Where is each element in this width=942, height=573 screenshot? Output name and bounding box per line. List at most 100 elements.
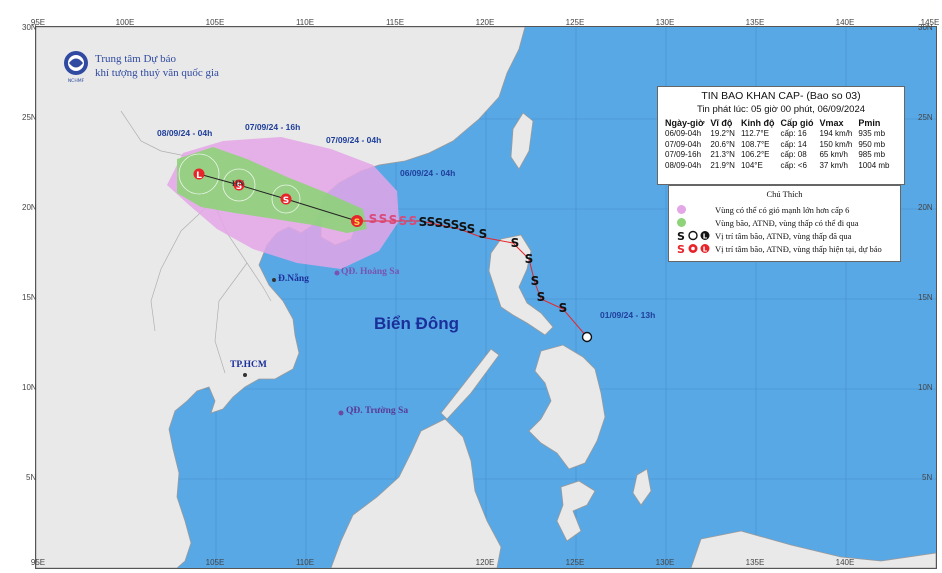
cell: 935 mb bbox=[858, 129, 886, 138]
label-hcm: TP.HCM bbox=[230, 360, 267, 370]
legend-title: Chú Thích bbox=[766, 189, 803, 199]
lon-tick-bottom: 120E bbox=[475, 558, 495, 567]
label-08-09-04h: 08/09/24 - 04h bbox=[157, 128, 213, 138]
forecast-point-0804: L bbox=[193, 168, 205, 181]
current-position-marker: S bbox=[351, 215, 363, 228]
mainland-landmass bbox=[36, 27, 526, 568]
cell: 07/09-04h bbox=[665, 139, 702, 149]
cell: 21.9°N bbox=[710, 160, 735, 170]
sulawesi-island bbox=[556, 480, 596, 542]
truongsa-marker bbox=[338, 410, 344, 416]
danang-marker bbox=[272, 278, 276, 282]
svg-text:S: S bbox=[399, 214, 408, 228]
cell: 65 km/h bbox=[819, 150, 848, 159]
lat-tick: 30N bbox=[22, 23, 37, 32]
agency-line-1: Trung tâm Dự báo bbox=[95, 53, 177, 65]
legend-item-current-forecast: S L Vị trí tâm bão, ATNĐ, vùng thấp hiện… bbox=[675, 242, 882, 255]
hoangsa-marker bbox=[334, 270, 340, 276]
cell: 06/09-04h bbox=[665, 129, 702, 138]
legend-label: Vùng có thể có gió mạnh lớn hơn cấp 6 bbox=[715, 204, 850, 215]
svg-text:S: S bbox=[283, 196, 289, 206]
legend-item-strong-wind: Vùng có thể có gió mạnh lớn hơn cấp 6 bbox=[675, 203, 849, 216]
col-header: Ngày-giờ bbox=[665, 118, 705, 128]
lon-tick-bottom: 95E bbox=[30, 558, 46, 567]
logo-text: NCHMF bbox=[68, 78, 85, 84]
lat-tick-right: 15N bbox=[918, 293, 933, 302]
lat-tick-right: 20N bbox=[918, 203, 933, 212]
label-01-09-13h: 01/09/24 - 13h bbox=[600, 310, 656, 320]
legend-label: Vị trí tâm bão, ATNĐ, vùng thấp đã qua bbox=[715, 230, 852, 241]
cell: 08/09-04h bbox=[665, 160, 702, 170]
lat-tick-right: 30N bbox=[918, 23, 933, 32]
cell: 150 km/h bbox=[819, 139, 853, 149]
lon-tick: 145E bbox=[920, 18, 940, 27]
table-row: 06/09-04h 19.2°N 112.7°E cấp: 16 194 km/… bbox=[662, 129, 893, 140]
info-table: Ngày-giờ Vĩ độ Kinh độ Cấp gió Vmax Pmin… bbox=[662, 118, 893, 171]
lat-tick-right: 5N bbox=[922, 473, 933, 482]
agency-logo: NCHMF bbox=[64, 51, 88, 84]
lon-tick: 100E bbox=[115, 18, 135, 27]
hcm-marker bbox=[243, 373, 247, 377]
forecast-track-line bbox=[198, 173, 358, 222]
table-row: 07/09-16h 21.3°N 106.2°E cấp: 08 65 km/h… bbox=[662, 150, 893, 161]
svg-text:S: S bbox=[409, 214, 418, 228]
lon-tick-bottom: 110E bbox=[295, 558, 315, 567]
legend-box: Chú Thích Vùng có thể có gió mạnh lớn hơ… bbox=[668, 185, 901, 262]
lat-tick: 5N bbox=[26, 473, 37, 482]
cell: cấp: 08 bbox=[780, 150, 807, 159]
svg-text:S: S bbox=[435, 216, 444, 230]
svg-text:S: S bbox=[525, 252, 534, 266]
svg-text:S: S bbox=[427, 215, 436, 229]
forecast-point-0704: S bbox=[280, 193, 292, 206]
cell: cấp: 16 bbox=[780, 129, 807, 138]
lat-tick-right: 25N bbox=[918, 113, 933, 122]
cell: 194 km/h bbox=[819, 129, 853, 138]
lon-tick: 130E bbox=[655, 18, 675, 27]
forecast-point-0716: S bbox=[233, 179, 245, 192]
lon-tick: 135E bbox=[745, 18, 765, 27]
taiwan-island bbox=[510, 112, 534, 170]
svg-text:S: S bbox=[677, 243, 685, 254]
info-table-header: Ngày-giờ Vĩ độ Kinh độ Cấp gió Vmax Pmin bbox=[662, 118, 893, 129]
lon-tick: 125E bbox=[565, 18, 585, 27]
lon-tick-bottom: 125E bbox=[565, 558, 585, 567]
svg-text:L: L bbox=[703, 246, 708, 254]
halmahera-island bbox=[632, 468, 652, 506]
label-07-09-04h: 07/09/24 - 04h bbox=[326, 135, 382, 145]
svg-text:S: S bbox=[443, 217, 452, 231]
label-07-09-16h: 07/09/24 - 16h bbox=[245, 122, 301, 132]
svg-text:S: S bbox=[511, 236, 520, 250]
cell: 20.6°N bbox=[710, 139, 735, 149]
palawan-island bbox=[440, 348, 500, 420]
label-bien-dong: Biển Đông bbox=[374, 314, 459, 333]
legend-item-past-position: S L Vị trí tâm bão, ATNĐ, vùng thấp đã q… bbox=[675, 229, 851, 242]
lat-tick: 10N bbox=[22, 383, 37, 392]
info-subtitle: Tin phát lúc: 05 giờ 00 phút, 06/09/2024 bbox=[696, 104, 866, 115]
lat-tick-right: 10N bbox=[918, 383, 933, 392]
lon-tick: 115E bbox=[385, 18, 405, 27]
agency-line-2: khí tượng thuỷ văn quốc gia bbox=[95, 67, 219, 79]
label-hoangsa: QĐ. Hoàng Sa bbox=[341, 267, 400, 277]
label-danang: Đ.Nẵng bbox=[278, 274, 309, 284]
cell: 104°E bbox=[740, 160, 763, 170]
svg-text:S: S bbox=[451, 218, 460, 232]
new-guinea-island bbox=[690, 530, 936, 568]
svg-text:L: L bbox=[196, 171, 202, 181]
cell: 108.7°E bbox=[740, 139, 770, 149]
svg-text:S: S bbox=[467, 222, 476, 236]
svg-text:S: S bbox=[459, 220, 468, 234]
svg-text:S: S bbox=[389, 213, 398, 227]
svg-text:S: S bbox=[559, 301, 568, 315]
lon-tick: 140E bbox=[835, 18, 855, 27]
lat-tick: 15N bbox=[22, 293, 37, 302]
forecast-symbols-icon: S L bbox=[675, 243, 715, 254]
green-dot-icon bbox=[675, 218, 715, 227]
cell: 106.2°E bbox=[740, 150, 770, 159]
svg-text:S: S bbox=[379, 212, 388, 226]
lat-tick: 20N bbox=[22, 203, 37, 212]
start-point-marker bbox=[581, 331, 593, 343]
legend-label: Vị trí tâm bão, ATNĐ, vùng thấp hiện tại… bbox=[715, 243, 882, 254]
cell: 19.2°N bbox=[710, 129, 735, 138]
cell: 1004 mb bbox=[858, 160, 890, 170]
